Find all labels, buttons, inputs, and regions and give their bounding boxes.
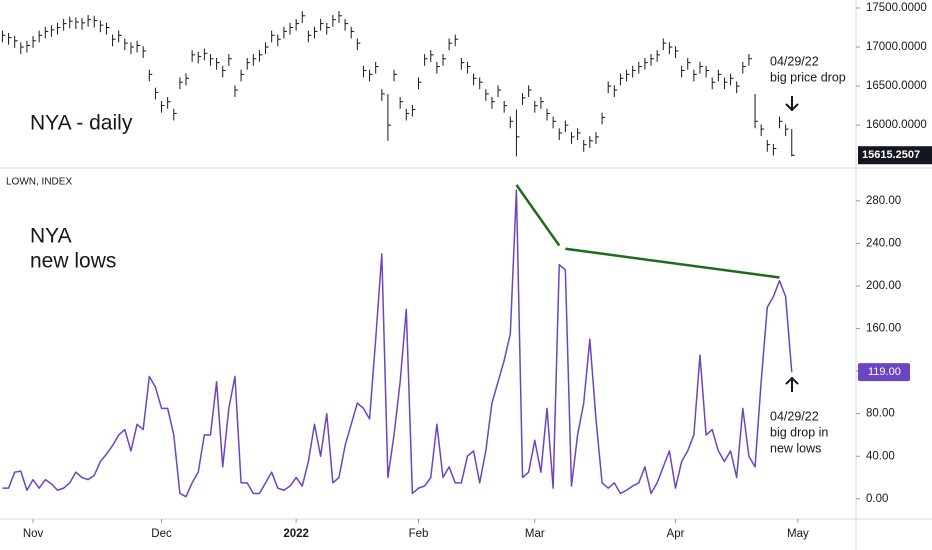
- y-tick-label: 16500.0000: [866, 80, 927, 92]
- x-tick-label: May: [787, 528, 809, 540]
- last-value-label: 119.00: [868, 366, 901, 378]
- x-tick-label: Apr: [667, 528, 685, 540]
- annotation: new lows: [770, 441, 821, 455]
- y-tick-label: 0.00: [866, 493, 888, 505]
- y-tick-label: 17000.0000: [866, 41, 927, 53]
- annotation: big price drop: [770, 70, 846, 84]
- pane-label: NYA - daily: [30, 112, 133, 135]
- arrow: [785, 376, 799, 392]
- trendline: [515, 184, 561, 247]
- x-tick-label: Nov: [23, 528, 44, 540]
- series-line: [2, 189, 793, 498]
- y-tick-label: 80.00: [866, 408, 895, 420]
- pane-label: NYA: [30, 225, 72, 248]
- last-value-tag: [858, 363, 910, 382]
- annotation: big drop in: [770, 425, 828, 439]
- x-tick-label: 2022: [283, 528, 309, 540]
- y-tick-label: 280.00: [866, 195, 901, 207]
- series-legend: LOWN, INDEX: [6, 177, 72, 188]
- x-tick-label: Dec: [151, 528, 172, 540]
- pane-label: new lows: [30, 250, 116, 273]
- annotation: 04/29/22: [770, 54, 819, 68]
- y-tick-label: 200.00: [866, 280, 901, 292]
- x-tick-label: Mar: [525, 528, 545, 540]
- y-tick-label: 17500.0000: [866, 2, 927, 14]
- annotation: 04/29/22: [770, 409, 819, 423]
- trendline: [565, 247, 780, 279]
- last-price-label: 15615.2507: [862, 149, 920, 161]
- y-tick-label: 40.00: [866, 450, 895, 462]
- y-tick-label: 16000.0000: [866, 119, 927, 131]
- y-tick-label: 160.00: [866, 323, 901, 335]
- arrow: [785, 96, 799, 112]
- last-price-tag: [858, 146, 932, 165]
- x-tick-label: Feb: [409, 528, 429, 540]
- y-tick-label: 240.00: [866, 237, 901, 249]
